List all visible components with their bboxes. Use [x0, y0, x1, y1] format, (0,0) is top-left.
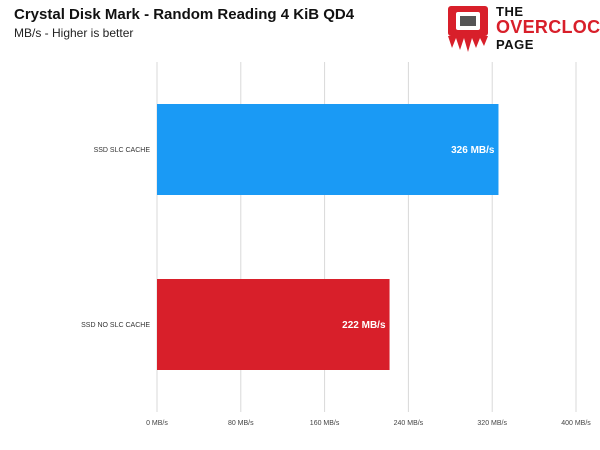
x-tick-label: 400 MB/s	[561, 420, 591, 427]
chart-subtitle: MB/s - Higher is better	[14, 26, 134, 40]
data-label: 326 MB/s	[451, 145, 495, 156]
logo-line-2: OVERCLOCK	[496, 17, 600, 37]
x-tick-label: 160 MB/s	[310, 420, 340, 427]
brand-logo: THE OVERCLOCK PAGE	[442, 2, 600, 54]
bar	[157, 104, 499, 195]
x-tick-label: 240 MB/s	[394, 420, 424, 427]
x-tick-label: 320 MB/s	[477, 420, 507, 427]
category-label: SSD NO SLC CACHE	[81, 322, 150, 329]
x-tick-label: 0 MB/s	[146, 420, 168, 427]
chart-title: Crystal Disk Mark - Random Reading 4 KiB…	[14, 6, 355, 23]
data-label: 222 MB/s	[342, 320, 386, 331]
logo-line-1: THE	[496, 4, 524, 19]
logo-line-3: PAGE	[496, 37, 534, 52]
cpu-chip-logo-icon	[448, 6, 488, 52]
category-label: SSD SLC CACHE	[94, 147, 151, 154]
x-tick-label: 80 MB/s	[228, 420, 254, 427]
bar	[157, 279, 390, 370]
